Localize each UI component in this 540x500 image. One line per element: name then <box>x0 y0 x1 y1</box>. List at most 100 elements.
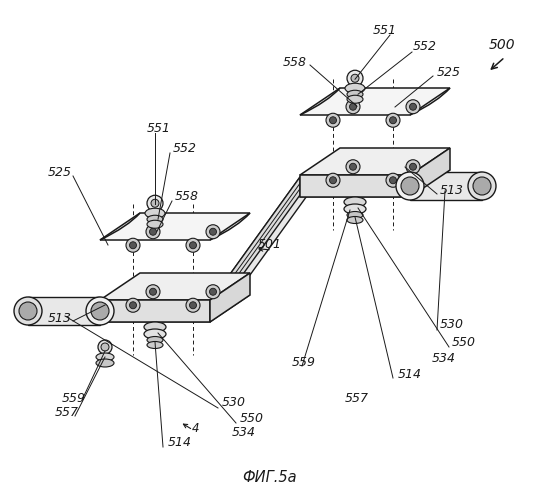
Ellipse shape <box>347 95 363 104</box>
Circle shape <box>406 100 420 114</box>
Circle shape <box>329 177 336 184</box>
Ellipse shape <box>86 297 114 325</box>
Polygon shape <box>300 175 410 197</box>
Circle shape <box>146 225 160 239</box>
Circle shape <box>406 160 420 174</box>
Circle shape <box>150 228 157 235</box>
Text: 4: 4 <box>192 422 199 434</box>
Circle shape <box>210 228 217 235</box>
Circle shape <box>101 343 109 351</box>
Ellipse shape <box>396 172 424 200</box>
Ellipse shape <box>345 83 365 93</box>
Text: 558: 558 <box>283 56 307 68</box>
Text: 551: 551 <box>373 24 397 36</box>
Ellipse shape <box>14 297 42 325</box>
Circle shape <box>409 163 416 170</box>
Circle shape <box>389 177 396 184</box>
Ellipse shape <box>144 329 166 339</box>
Circle shape <box>409 104 416 110</box>
Text: 501: 501 <box>258 238 282 252</box>
Circle shape <box>210 288 217 295</box>
Ellipse shape <box>147 342 163 348</box>
Text: 525: 525 <box>48 166 72 178</box>
Ellipse shape <box>344 204 366 214</box>
Ellipse shape <box>144 322 166 332</box>
Circle shape <box>190 242 197 248</box>
Text: 557: 557 <box>345 392 369 404</box>
Ellipse shape <box>347 212 363 218</box>
Ellipse shape <box>147 336 163 344</box>
Polygon shape <box>28 297 100 325</box>
Text: 559: 559 <box>62 392 86 404</box>
Circle shape <box>130 302 137 308</box>
Circle shape <box>326 114 340 127</box>
Text: 550: 550 <box>240 412 264 424</box>
Circle shape <box>186 298 200 312</box>
Polygon shape <box>210 150 340 302</box>
Circle shape <box>147 195 163 211</box>
Ellipse shape <box>401 177 419 195</box>
Text: 525: 525 <box>437 66 461 78</box>
Circle shape <box>186 238 200 252</box>
Polygon shape <box>300 148 450 175</box>
Circle shape <box>346 100 360 114</box>
Circle shape <box>190 302 197 308</box>
Text: 550: 550 <box>452 336 476 348</box>
Text: 530: 530 <box>222 396 246 409</box>
Circle shape <box>326 174 340 187</box>
Ellipse shape <box>19 302 37 320</box>
Polygon shape <box>100 213 250 240</box>
Text: 552: 552 <box>173 142 197 154</box>
Circle shape <box>146 285 160 298</box>
Circle shape <box>130 242 137 248</box>
Circle shape <box>389 116 396 123</box>
Circle shape <box>346 160 360 174</box>
Circle shape <box>349 163 356 170</box>
Ellipse shape <box>344 197 366 207</box>
Text: 514: 514 <box>398 368 422 382</box>
Ellipse shape <box>347 90 363 98</box>
Circle shape <box>351 74 359 82</box>
Circle shape <box>347 70 363 86</box>
Text: 551: 551 <box>147 122 171 134</box>
Polygon shape <box>100 300 210 322</box>
Text: 534: 534 <box>432 352 456 364</box>
Circle shape <box>150 288 157 295</box>
Text: ФИГ.5а: ФИГ.5а <box>242 470 298 486</box>
Text: 513: 513 <box>440 184 464 196</box>
Text: 513: 513 <box>48 312 72 324</box>
Text: 558: 558 <box>175 190 199 203</box>
Circle shape <box>329 116 336 123</box>
Circle shape <box>151 199 159 207</box>
Ellipse shape <box>96 359 114 367</box>
Text: 514: 514 <box>168 436 192 450</box>
Text: 534: 534 <box>232 426 256 440</box>
Circle shape <box>386 174 400 187</box>
Polygon shape <box>300 88 450 115</box>
Circle shape <box>349 104 356 110</box>
Circle shape <box>126 298 140 312</box>
Polygon shape <box>210 177 300 320</box>
Ellipse shape <box>473 177 491 195</box>
Ellipse shape <box>347 216 363 224</box>
Polygon shape <box>100 273 250 300</box>
Circle shape <box>206 285 220 298</box>
Text: 530: 530 <box>440 318 464 332</box>
Text: 500: 500 <box>489 38 515 52</box>
Polygon shape <box>100 295 250 322</box>
Ellipse shape <box>145 208 165 218</box>
Circle shape <box>126 238 140 252</box>
Circle shape <box>206 225 220 239</box>
Ellipse shape <box>96 353 114 361</box>
Ellipse shape <box>91 302 109 320</box>
Polygon shape <box>410 148 450 197</box>
Polygon shape <box>210 273 250 322</box>
Circle shape <box>386 114 400 127</box>
Text: 559: 559 <box>292 356 316 368</box>
Ellipse shape <box>147 220 163 228</box>
Polygon shape <box>300 170 450 197</box>
Text: 552: 552 <box>413 40 437 54</box>
Ellipse shape <box>147 215 163 223</box>
Circle shape <box>98 340 112 354</box>
Ellipse shape <box>468 172 496 200</box>
